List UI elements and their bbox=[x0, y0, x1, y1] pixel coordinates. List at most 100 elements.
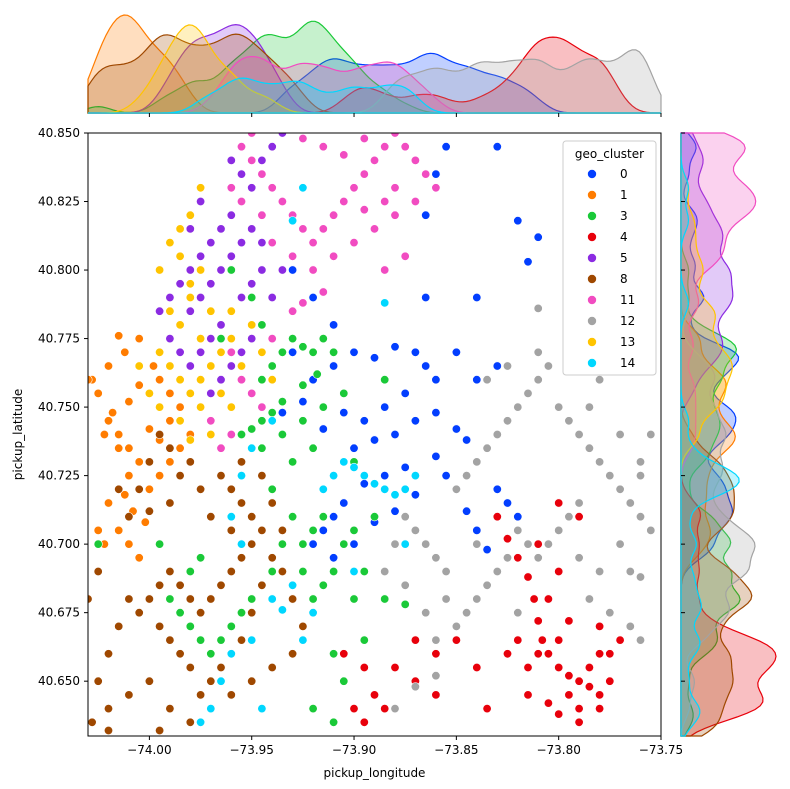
scatter-point-cluster-0 bbox=[329, 361, 339, 371]
scatter-point-cluster-13 bbox=[206, 306, 216, 316]
scatter-point-cluster-5 bbox=[216, 320, 226, 330]
scatter-point-cluster-8 bbox=[247, 512, 257, 522]
scatter-point-cluster-8 bbox=[247, 539, 257, 549]
scatter-point-cluster-3 bbox=[369, 512, 379, 522]
scatter-point-cluster-8 bbox=[114, 621, 124, 631]
scatter-point-cluster-13 bbox=[196, 334, 206, 344]
scatter-point-cluster-14 bbox=[329, 471, 339, 481]
scatter-point-cluster-13 bbox=[196, 183, 206, 193]
scatter-point-cluster-11 bbox=[329, 251, 339, 261]
legend-marker-cluster-13 bbox=[587, 337, 597, 347]
scatter-point-cluster-4 bbox=[533, 616, 543, 626]
scatter-point-cluster-1 bbox=[124, 539, 134, 549]
scatter-point-cluster-4 bbox=[369, 690, 379, 700]
scatter-point-cluster-5 bbox=[247, 183, 257, 193]
scatter-point-cluster-3 bbox=[329, 566, 339, 576]
scatter-point-cluster-14 bbox=[196, 717, 206, 727]
scatter-point-cluster-3 bbox=[308, 594, 318, 604]
scatter-point-cluster-3 bbox=[257, 320, 267, 330]
scatter-point-cluster-3 bbox=[257, 416, 267, 426]
scatter-point-cluster-13 bbox=[165, 361, 175, 371]
scatter-point-cluster-3 bbox=[277, 397, 287, 407]
scatter-point-cluster-0 bbox=[369, 435, 379, 445]
scatter-point-cluster-12 bbox=[482, 443, 492, 453]
scatter-point-cluster-8 bbox=[114, 484, 124, 494]
scatter-point-cluster-8 bbox=[124, 690, 134, 700]
scatter-point-cluster-11 bbox=[390, 210, 400, 220]
scatter-point-cluster-13 bbox=[175, 251, 185, 261]
y-tick-label: 40.775 bbox=[38, 332, 80, 346]
scatter-point-cluster-14 bbox=[339, 457, 349, 467]
scatter-point-cluster-13 bbox=[175, 320, 185, 330]
x-tick-label: −73.85 bbox=[434, 743, 478, 757]
scatter-point-cluster-4 bbox=[349, 704, 359, 714]
scatter-point-cluster-1 bbox=[134, 457, 144, 467]
scatter-point-cluster-12 bbox=[492, 566, 502, 576]
scatter-point-cluster-3 bbox=[216, 635, 226, 645]
scatter-point-cluster-12 bbox=[492, 429, 502, 439]
scatter-point-cluster-4 bbox=[564, 671, 574, 681]
scatter-point-cluster-8 bbox=[267, 553, 277, 563]
scatter-point-cluster-8 bbox=[257, 580, 267, 590]
scatter-point-cluster-3 bbox=[247, 292, 257, 302]
y-tick-label: 40.725 bbox=[38, 469, 80, 483]
scatter-point-cluster-5 bbox=[277, 265, 287, 275]
scatter-point-cluster-3 bbox=[277, 347, 287, 357]
scatter-point-cluster-8 bbox=[155, 580, 165, 590]
scatter-point-cluster-5 bbox=[196, 197, 206, 207]
scatter-point-cluster-13 bbox=[155, 402, 165, 412]
scatter-point-cluster-8 bbox=[206, 676, 216, 686]
scatter-point-cluster-0 bbox=[288, 265, 298, 275]
scatter-point-cluster-8 bbox=[216, 471, 226, 481]
scatter-point-cluster-3 bbox=[257, 443, 267, 453]
scatter-point-cluster-12 bbox=[625, 621, 635, 631]
scatter-point-cluster-11 bbox=[226, 429, 236, 439]
scatter-point-cluster-11 bbox=[226, 347, 236, 357]
scatter-point-cluster-8 bbox=[165, 635, 175, 645]
scatter-point-cluster-8 bbox=[247, 608, 257, 618]
scatter-point-cluster-0 bbox=[502, 498, 512, 508]
scatter-point-cluster-3 bbox=[359, 635, 369, 645]
scatter-point-cluster-11 bbox=[369, 155, 379, 165]
scatter-point-cluster-11 bbox=[318, 287, 328, 297]
scatter-point-cluster-5 bbox=[257, 238, 267, 248]
scatter-point-cluster-3 bbox=[155, 539, 165, 549]
scatter-point-cluster-3 bbox=[247, 424, 257, 434]
scatter-point-cluster-12 bbox=[380, 566, 390, 576]
scatter-point-cluster-8 bbox=[93, 566, 103, 576]
scatter-point-cluster-11 bbox=[288, 251, 298, 261]
scatter-point-cluster-8 bbox=[165, 443, 175, 453]
scatter-point-cluster-4 bbox=[537, 635, 547, 645]
scatter-point-cluster-1 bbox=[134, 553, 144, 563]
scatter-point-cluster-3 bbox=[329, 717, 339, 727]
scatter-point-cluster-11 bbox=[359, 169, 369, 179]
scatter-point-cluster-14 bbox=[267, 416, 277, 426]
scatter-point-cluster-12 bbox=[390, 704, 400, 714]
scatter-point-cluster-12 bbox=[625, 566, 635, 576]
scatter-point-cluster-11 bbox=[237, 197, 247, 207]
scatter-point-cluster-14 bbox=[257, 704, 267, 714]
scatter-point-cluster-3 bbox=[216, 334, 226, 344]
scatter-point-cluster-13 bbox=[206, 429, 216, 439]
scatter-point-cluster-14 bbox=[206, 704, 216, 714]
scatter-point-cluster-0 bbox=[359, 416, 369, 426]
scatter-point-cluster-5 bbox=[206, 279, 216, 289]
scatter-point-cluster-5 bbox=[175, 347, 185, 357]
scatter-point-cluster-4 bbox=[359, 717, 369, 727]
scatter-point-cluster-4 bbox=[472, 662, 482, 672]
scatter-point-cluster-0 bbox=[421, 292, 431, 302]
scatter-point-cluster-4 bbox=[431, 649, 441, 659]
scatter-point-cluster-0 bbox=[431, 169, 441, 179]
scatter-point-cluster-12 bbox=[482, 375, 492, 385]
scatter-point-cluster-12 bbox=[595, 457, 605, 467]
scatter-point-cluster-12 bbox=[533, 303, 543, 313]
scatter-point-cluster-12 bbox=[523, 388, 533, 398]
scatter-point-cluster-8 bbox=[298, 621, 308, 631]
scatter-point-cluster-8 bbox=[104, 725, 114, 735]
scatter-point-cluster-14 bbox=[400, 539, 410, 549]
scatter-point-cluster-5 bbox=[216, 265, 226, 275]
scatter-point-cluster-4 bbox=[410, 635, 420, 645]
scatter-point-cluster-13 bbox=[155, 265, 165, 275]
legend-label-cluster-13: 13 bbox=[620, 335, 635, 349]
scatter-point-cluster-5 bbox=[185, 306, 195, 316]
